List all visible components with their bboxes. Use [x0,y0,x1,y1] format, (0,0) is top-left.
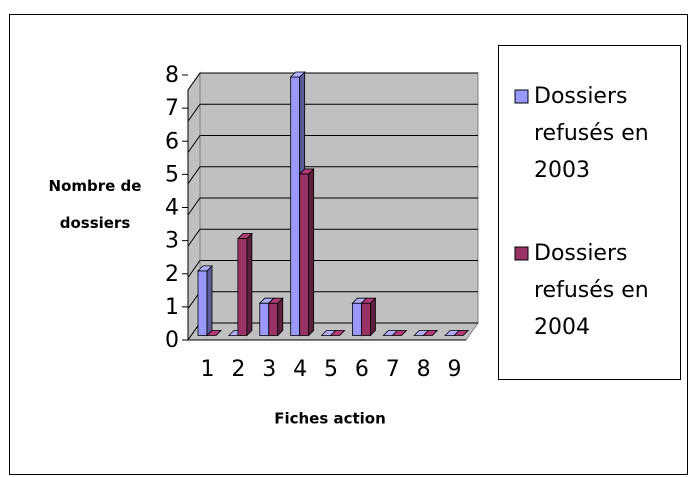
bar-top [329,330,346,336]
grid-line [187,72,478,91]
y-tick-label: 3 [165,229,179,254]
y-axis-label-box: Nombre de dossiers [48,177,142,232]
y-axis-label: Nombre de dossiers [48,177,142,232]
grid-line [187,260,478,278]
bar-front [197,270,208,336]
grid-line [187,103,478,122]
x-tick-label: 5 [324,357,338,382]
y-tick-label: 0 [165,328,179,353]
grid-line [187,197,478,216]
bar-top [360,297,377,304]
x-tick-label: 1 [200,357,214,382]
bar-front [290,76,301,336]
bar [329,330,346,336]
bar-side [370,297,376,337]
bar-top [422,330,439,336]
y-tick-label: 6 [165,129,179,154]
grid-line [187,135,478,153]
bar-top [236,233,253,239]
x-tick-label: 2 [231,357,245,382]
bar-top [289,71,306,78]
legend-swatch [514,246,529,261]
x-tick-label: 7 [386,357,400,382]
y-tick-label: 2 [165,262,179,287]
bar [206,330,222,336]
bar-top [267,297,284,304]
legend-box [498,45,681,380]
legend-label: Dossiers refusés en 2003 [534,84,649,183]
bar-top [197,265,213,272]
bar [453,330,470,336]
legend-label: Dossiers refusés en 2004 [534,241,649,340]
grid-line [187,166,478,185]
bar-front [268,302,279,336]
x-tick-label: 8 [417,357,431,382]
bar-front [352,302,362,336]
bar [391,330,408,336]
bar-front [259,302,270,336]
bar-side [246,232,253,337]
bar [298,167,315,337]
bar-top [391,330,408,336]
x-axis-label: Fiches action [274,410,386,428]
x-tick-label: 6 [355,357,369,382]
bar-side [277,297,284,337]
legend: Dossiers refusés en 2003 Dossiers refusés… [514,84,649,340]
bar-front [237,238,248,336]
y-tick-label: 8 [165,63,179,88]
bar-top [453,330,470,336]
y-tick-label: 5 [165,162,179,187]
y-tick-label: 4 [165,196,179,221]
grid-line [187,228,478,247]
x-tick-label: 9 [448,357,462,382]
bar-front [299,173,310,336]
x-tick-label: 4 [293,357,307,382]
x-tick-label: 3 [262,357,276,382]
bar-front [361,302,371,336]
bar [267,297,284,337]
bar [197,264,213,337]
bar-side [206,264,213,337]
legend-swatch [514,89,529,104]
bar-top [206,330,222,336]
bar-top [298,168,315,175]
legend-label-box: Dossiers refusés en 2003 [534,84,649,183]
legend-label-box: Dossiers refusés en 2004 [534,241,649,340]
bar [236,232,253,337]
bar [422,330,439,336]
bar-side [308,167,315,337]
y-tick-label: 7 [165,96,179,121]
y-tick-label: 1 [165,295,179,320]
bar [360,297,377,337]
